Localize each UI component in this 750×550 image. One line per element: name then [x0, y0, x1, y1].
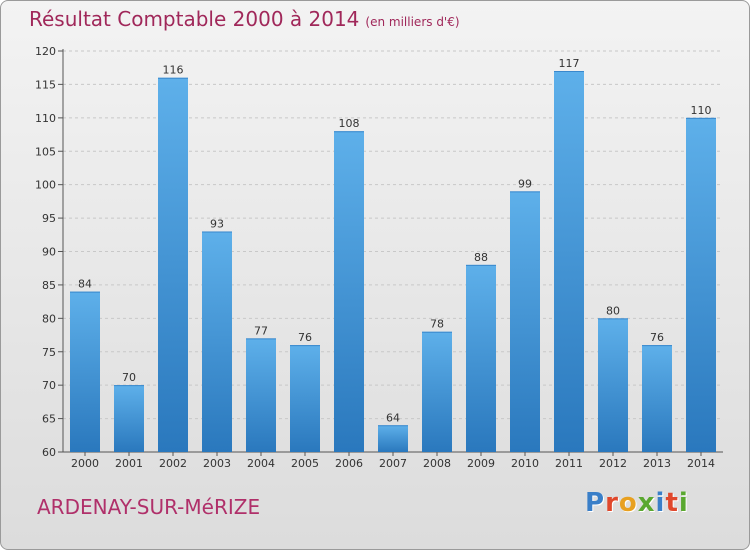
bar-value-label: 88: [474, 251, 488, 264]
logo-letter: t: [665, 488, 679, 518]
bar-value-label: 84: [78, 278, 92, 291]
y-tick-label: 80: [42, 312, 56, 325]
bar: [70, 291, 100, 452]
x-tick-label: 2007: [379, 457, 407, 470]
bar: [158, 77, 188, 452]
bars: [70, 71, 716, 453]
y-tick-label: 115: [35, 78, 56, 91]
bar: [290, 345, 320, 452]
y-tick-label: 120: [35, 45, 56, 58]
bar: [510, 191, 540, 452]
x-tick-label: 2009: [467, 457, 495, 470]
logo-letter: r: [605, 488, 619, 518]
x-tick-label: 2000: [71, 457, 99, 470]
bar: [114, 385, 144, 452]
proxiti-logo[interactable]: Proxiti: [585, 488, 689, 518]
x-tick-label: 2004: [247, 457, 275, 470]
bar: [642, 345, 672, 452]
y-tick-labels: 60 65 70 75 80 85 90 95 100 105 110 115 120: [35, 45, 56, 459]
title-unit: (en milliers d'€): [365, 15, 460, 29]
x-tick-label: 2013: [643, 457, 671, 470]
x-tick-label: 2011: [555, 457, 583, 470]
bar-value-label: 80: [606, 304, 620, 317]
logo-letter: i: [678, 488, 689, 518]
title-text: Résultat Comptable 2000 à 2014: [29, 7, 360, 31]
x-tick-label: 2002: [159, 457, 187, 470]
bar: [246, 338, 276, 452]
y-tick-label: 95: [42, 212, 56, 225]
x-tick-label: 2012: [599, 457, 627, 470]
y-tick-label: 110: [35, 112, 56, 125]
bar-value-label: 77: [254, 324, 268, 337]
data-labels: 84 70 116 93 77 76 108 64 78 88 99 117 80 76 110: [78, 57, 712, 424]
town-name: ARDENAY-SUR-MéRIZE: [37, 495, 261, 519]
bar-value-label: 64: [386, 411, 400, 424]
bar-value-label: 108: [339, 117, 360, 130]
x-tick-label: 2006: [335, 457, 363, 470]
bar-value-label: 99: [518, 177, 532, 190]
logo-letter: i: [655, 488, 666, 518]
x-tick-label: 2003: [203, 457, 231, 470]
bar: [334, 131, 364, 452]
logo-letter: P: [585, 488, 606, 518]
bar-value-label: 78: [430, 318, 444, 331]
x-tick-label: 2001: [115, 457, 143, 470]
bar: [598, 318, 628, 452]
logo-letter: o: [618, 488, 638, 518]
y-tick-label: 105: [35, 145, 56, 158]
bar-value-label: 93: [210, 217, 224, 230]
y-tick-label: 75: [42, 346, 56, 359]
chart-title: Résultat Comptable 2000 à 2014 (en millie…: [29, 7, 460, 31]
x-tick-labels: 2000 2001 2002 2003 2004 2005 2006 2007 2008 2009…: [71, 457, 715, 470]
bar: [686, 117, 716, 452]
bar-value-label: 70: [122, 371, 136, 384]
bar-value-label: 76: [650, 331, 664, 344]
x-tick-label: 2014: [687, 457, 715, 470]
x-tick-label: 2010: [511, 457, 539, 470]
x-tick-label: 2008: [423, 457, 451, 470]
bar: [422, 331, 452, 452]
bar: [202, 231, 232, 452]
bar: [378, 425, 408, 452]
logo-letter: x: [637, 488, 656, 518]
bar-value-label: 76: [298, 331, 312, 344]
y-tick-label: 100: [35, 179, 56, 192]
bar-value-label: 117: [559, 57, 580, 70]
y-tick-label: 85: [42, 279, 56, 292]
bar-value-label: 116: [163, 64, 184, 77]
y-tick-label: 90: [42, 246, 56, 259]
y-tick-label: 70: [42, 379, 56, 392]
x-tick-label: 2005: [291, 457, 319, 470]
bar: [554, 71, 584, 453]
bar-value-label: 110: [691, 104, 712, 117]
y-tick-label: 65: [42, 413, 56, 426]
bar: [466, 264, 496, 452]
y-tick-label: 60: [42, 446, 56, 459]
